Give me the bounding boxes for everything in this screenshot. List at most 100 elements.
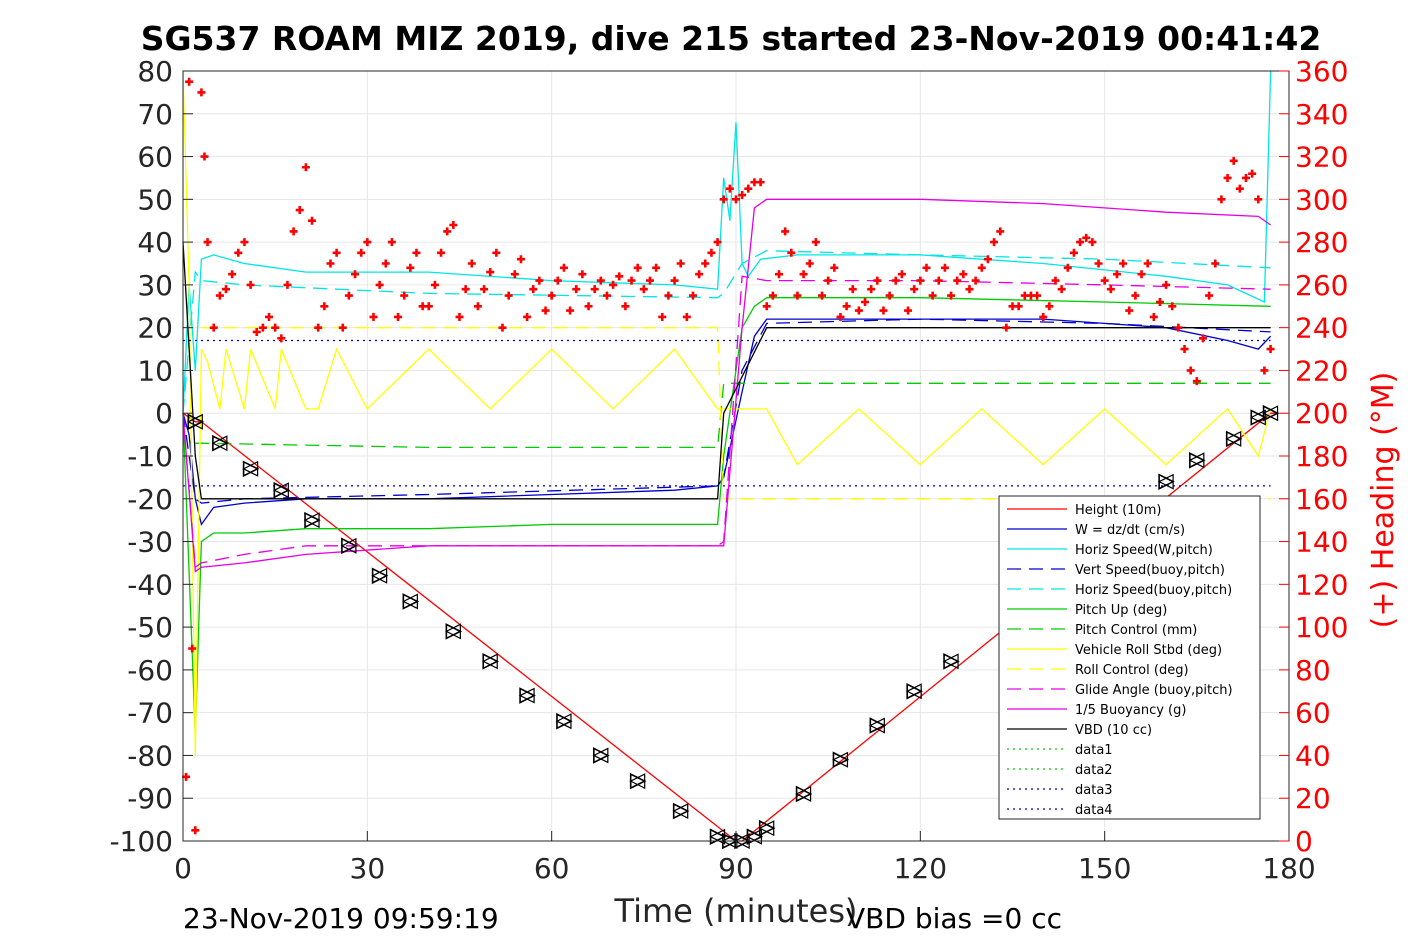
height-marker (795, 785, 812, 802)
heading-point (394, 312, 403, 321)
heading-point (289, 227, 298, 236)
heading-point (215, 291, 224, 300)
y2-tick-label: 160 (1295, 483, 1348, 516)
heading-point (1045, 302, 1054, 311)
height-marker (518, 687, 535, 704)
height-marker (1157, 473, 1174, 490)
heading-point (787, 248, 796, 257)
heading-point (664, 291, 673, 300)
heading-point (1106, 285, 1115, 294)
heading-point (1149, 312, 1158, 321)
heading-point (430, 280, 439, 289)
heading-point (191, 826, 200, 835)
heading-point (830, 263, 839, 272)
heading-point (977, 263, 986, 272)
series-line (182, 242, 1271, 500)
footer-timestamp: 23-Nov-2019 09:59:19 (183, 902, 499, 935)
heading-point (449, 221, 458, 229)
heading-point (1241, 173, 1250, 182)
legend-label: Pitch Up (deg) (1075, 603, 1167, 618)
heading-point (1186, 366, 1195, 375)
heading-point (510, 270, 519, 279)
heading-point (326, 259, 335, 268)
y-tick-label: 30 (137, 269, 173, 302)
heading-point (271, 323, 280, 332)
heading-point (1051, 276, 1060, 285)
heading-point (584, 302, 593, 311)
y-tick-label: 60 (137, 141, 173, 174)
y2-tick-label: 240 (1295, 312, 1348, 345)
legend-label: Height (10m) (1075, 503, 1161, 518)
heading-point (928, 291, 937, 300)
legend-label: data1 (1075, 743, 1113, 758)
height-marker (868, 717, 885, 734)
heading-point (1088, 238, 1097, 247)
height-marker (1249, 409, 1266, 426)
heading-point (983, 255, 992, 264)
heading-point (652, 263, 661, 272)
heading-point (781, 227, 790, 236)
y-tick-label: -20 (127, 483, 173, 516)
heading-point (578, 270, 587, 279)
height-marker (746, 828, 763, 845)
height-marker (1262, 405, 1279, 422)
heading-point (897, 270, 906, 279)
y2-tick-label: 340 (1295, 98, 1348, 131)
heading-point (492, 248, 501, 257)
heading-point (1174, 323, 1183, 332)
heading-point (1063, 263, 1072, 272)
legend: Height (10m) W = dz/dt (cm/s) Horiz Speed(… (998, 495, 1261, 820)
heading-point (424, 302, 433, 311)
x-tick-label: 120 (894, 852, 947, 885)
heading-point (375, 280, 384, 289)
heading-point (188, 644, 197, 653)
legend-label: data3 (1075, 783, 1113, 798)
heading-point (412, 248, 421, 257)
heading-point (1125, 306, 1134, 315)
y2-tick-label: 320 (1295, 141, 1348, 174)
heading-point (590, 285, 599, 294)
y-tick-label: 50 (137, 183, 173, 216)
heading-point (529, 285, 538, 294)
heading-point (1217, 195, 1226, 204)
heading-point (332, 248, 341, 257)
heading-point (1039, 312, 1048, 321)
heading-point (707, 248, 716, 257)
heading-point (818, 291, 827, 300)
y-tick-label: 80 (137, 55, 173, 88)
heading-layer (182, 77, 1275, 835)
y-tick-label: 0 (155, 397, 173, 430)
heading-point (861, 298, 870, 306)
height-marker (832, 751, 849, 768)
height-marker (340, 537, 357, 554)
height-marker (371, 567, 388, 584)
series-line (201, 327, 1271, 500)
y-tick-label: -80 (127, 739, 173, 772)
heading-point (572, 285, 581, 294)
heading-point (725, 184, 734, 193)
heading-point (320, 302, 329, 311)
heading-point (744, 184, 753, 193)
heading-point (627, 276, 636, 285)
heading-point (200, 152, 209, 161)
heading-point (566, 306, 575, 315)
heading-point (1162, 280, 1171, 289)
y2-tick-label: 140 (1295, 526, 1348, 559)
heading-point (1100, 276, 1109, 285)
y2-tick-label: 280 (1295, 226, 1348, 259)
height-marker (758, 820, 775, 837)
series-line (182, 297, 1271, 735)
height-marker (303, 512, 320, 529)
heading-point (609, 280, 618, 289)
heading-point (209, 323, 218, 332)
legend-label: Roll Control (deg) (1075, 663, 1189, 678)
legend-label: Vehicle Roll Stbd (deg) (1075, 643, 1222, 658)
y2-tick-label: 40 (1295, 739, 1331, 772)
x-tick-label: 60 (534, 852, 570, 885)
heading-point (1002, 323, 1011, 332)
heading-point (670, 276, 679, 285)
heading-point (246, 280, 255, 289)
heading-point (885, 291, 894, 300)
height-marker (445, 623, 461, 640)
heading-point (854, 306, 863, 315)
